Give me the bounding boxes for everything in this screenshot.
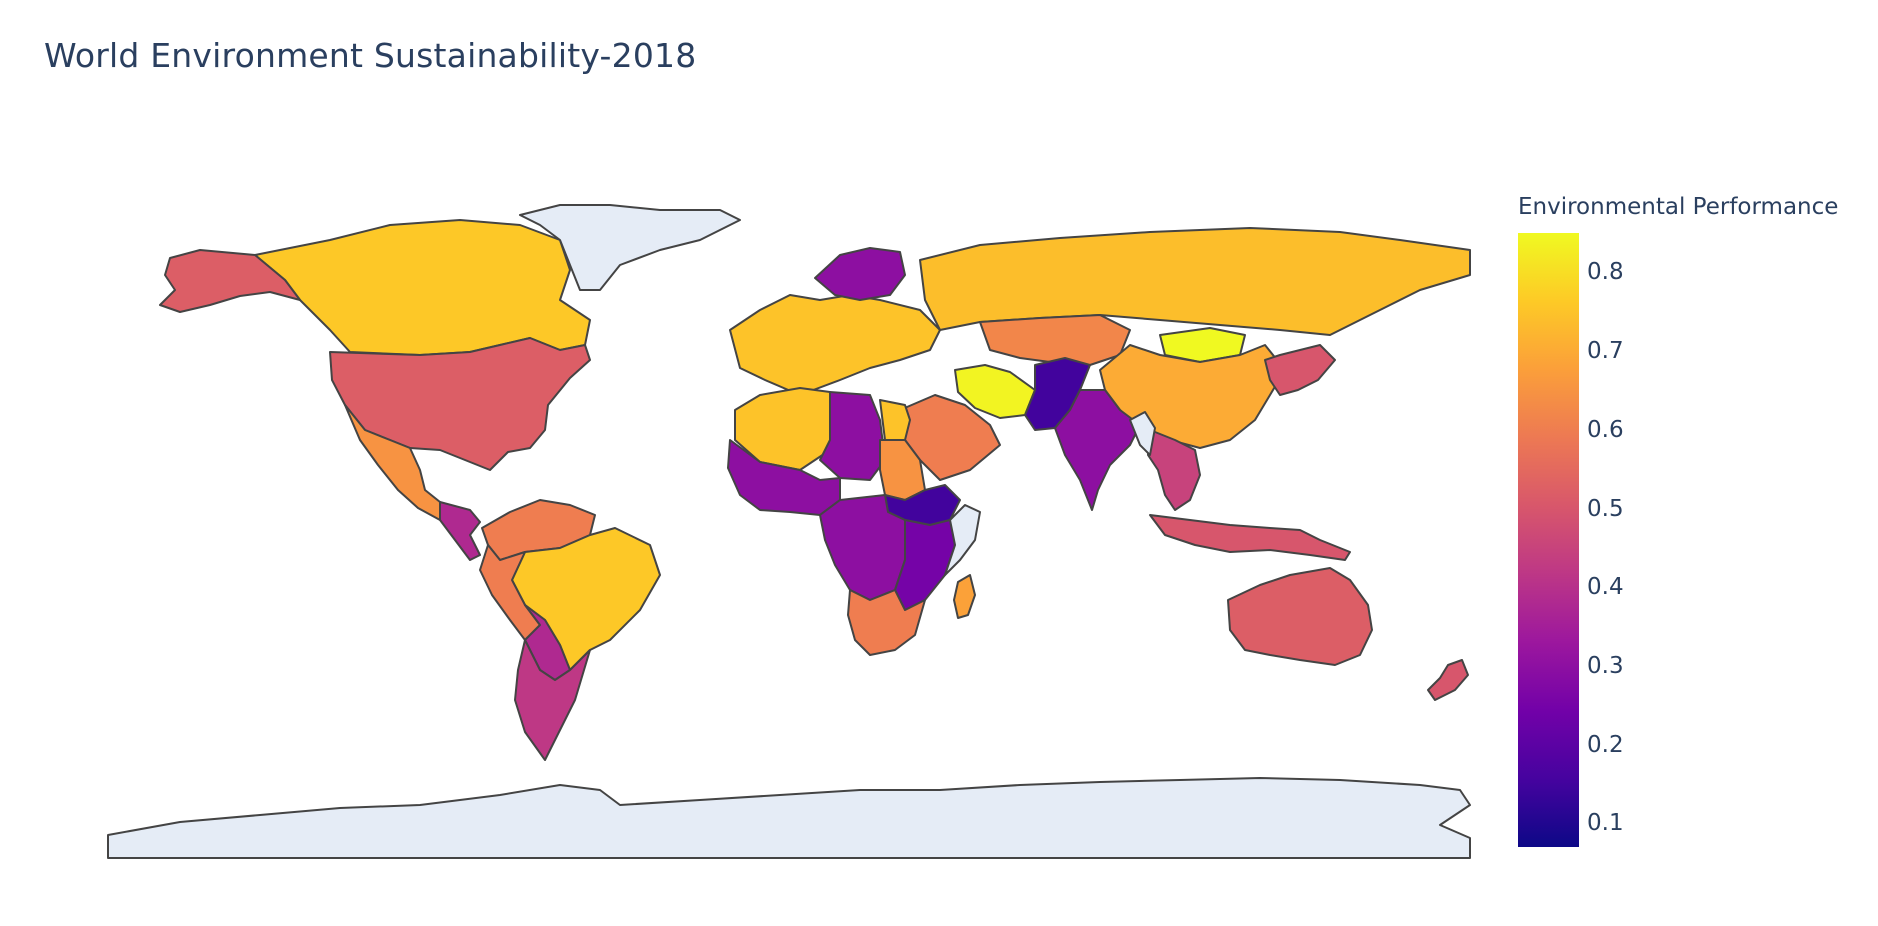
region-greenland[interactable]: Greenland [519, 204, 741, 291]
region-russia[interactable]: Russia [919, 227, 1471, 336]
region-antarctica[interactable]: Antarctica [107, 777, 1471, 859]
region-somalia[interactable]: Somalia [944, 504, 981, 576]
colorbar-tick: 0.6 [1587, 416, 1624, 443]
colorbar-tick: 0.8 [1587, 259, 1624, 286]
colorbar-tick: 0.7 [1587, 338, 1624, 365]
colorbar-tick: 0.5 [1587, 495, 1624, 522]
region-myanmar[interactable]: Myanmar [1129, 411, 1156, 456]
colorbar-tick: 0.3 [1587, 652, 1624, 679]
region-western-europe[interactable]: Western Europe [729, 294, 941, 396]
region-egypt[interactable]: Egypt [879, 399, 911, 441]
region-argentina-chile[interactable]: Argentina/Chile [514, 639, 591, 761]
region-scandinavia[interactable]: Scandinavia [814, 247, 906, 301]
colorbar-tick: 0.4 [1587, 574, 1624, 601]
region-libya-niger[interactable]: Libya/Niger [819, 391, 886, 481]
region-southeast-asia[interactable]: Southeast Asia [1147, 429, 1201, 511]
region-australia[interactable]: Australia [1227, 567, 1373, 666]
chart-title: World Environment Sustainability-2018 [44, 36, 697, 75]
region-east-africa[interactable]: East Africa [894, 519, 956, 611]
region-canada[interactable]: Canada [254, 219, 591, 356]
region-japan-korea[interactable]: Japan/Korea [1264, 344, 1336, 396]
region-new-zealand[interactable]: New Zealand [1427, 659, 1469, 701]
region-central-america[interactable]: Central America [439, 501, 481, 561]
colorbar [1518, 233, 1579, 847]
colorbar-title: Environmental Performance [1518, 194, 1839, 220]
region-southern-africa[interactable]: Southern Africa [847, 589, 926, 656]
colorbar-tick: 0.2 [1587, 731, 1624, 758]
region-kazakhstan[interactable]: Kazakhstan [979, 314, 1131, 366]
region-alaska-usa[interactable]: Alaska (USA) [159, 249, 301, 313]
region-indonesia[interactable]: Indonesia [1149, 514, 1351, 561]
colorbar-tick: 0.1 [1587, 810, 1624, 837]
region-madagascar[interactable]: Madagascar [953, 574, 976, 619]
region-india[interactable]: India [1054, 389, 1141, 511]
